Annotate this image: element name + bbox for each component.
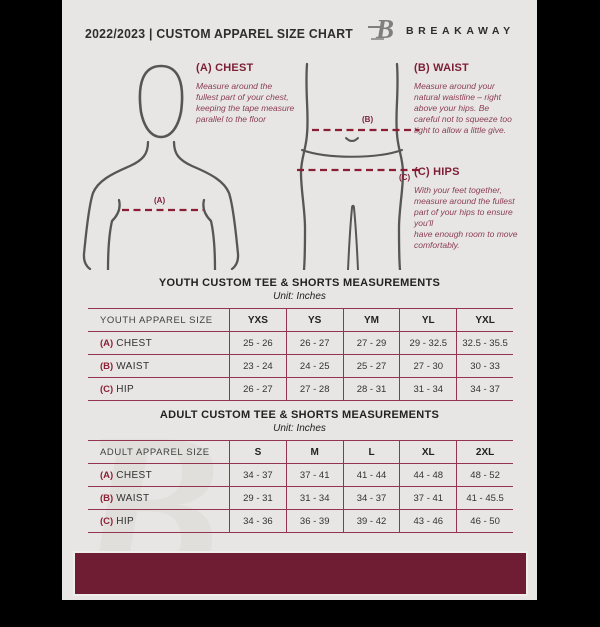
measure-value-cell: 34 - 37 — [342, 486, 400, 509]
measure-value-cell: 26 - 27 — [285, 331, 343, 354]
measure-value-cell: 37 - 41 — [399, 486, 457, 509]
size-col-header: YS — [285, 308, 343, 331]
hips-instruction: (C) HIPS With your feet together, measur… — [414, 166, 522, 251]
logo-letter: B — [376, 14, 395, 44]
measure-value-cell: 29 - 31 — [229, 486, 286, 509]
waist-instruction-heading: (B) WAIST — [414, 62, 469, 74]
waist-instruction: (B) WAIST Measure around your natural wa… — [414, 62, 516, 136]
measure-value-cell: 39 - 42 — [342, 509, 400, 532]
logo-underline — [371, 38, 384, 40]
measure-value-cell: 37 - 41 — [285, 463, 343, 486]
measure-value-cell: 34 - 37 — [229, 463, 286, 486]
measure-value-cell: 27 - 30 — [399, 354, 457, 377]
measure-value-cell: 44 - 48 — [399, 463, 457, 486]
measure-row-label: (C) HIP — [88, 509, 229, 532]
measure-value-cell: 34 - 36 — [229, 509, 286, 532]
measure-value-cell: 43 - 46 — [399, 509, 457, 532]
body-measurement-diagram — [82, 62, 419, 270]
footer-bar — [73, 551, 528, 596]
waist-marker-label: (B) — [362, 115, 374, 124]
size-col-header: YL — [399, 308, 457, 331]
adult-size-table: ADULT APPAREL SIZE S M L XL 2XL (A) CHEST… — [88, 440, 513, 533]
chest-instruction: (A) CHEST Measure around the fullest par… — [196, 62, 296, 125]
size-col-header: YM — [342, 308, 400, 331]
measure-value-cell: 31 - 34 — [285, 486, 343, 509]
youth-table-corner-header: YOUTH APPAREL SIZE — [88, 308, 229, 331]
measure-row-label: (C) HIP — [88, 377, 229, 400]
measure-value-cell: 34 - 37 — [456, 377, 513, 400]
measure-value-cell: 41 - 45.5 — [456, 486, 513, 509]
measure-row-label: (B) WAIST — [88, 354, 229, 377]
youth-size-table: YOUTH APPAREL SIZE YXS YS YM YL YXL (A) C… — [88, 308, 513, 401]
adult-section-title: ADULT CUSTOM TEE & SHORTS MEASUREMENTS — [159, 409, 440, 421]
chest-instruction-text: Measure around the fullest part of your … — [196, 81, 295, 124]
size-col-header: 2XL — [456, 440, 513, 463]
youth-section-title: YOUTH CUSTOM TEE & SHORTS MEASUREMENTS — [158, 277, 441, 289]
hips-instruction-heading: (C) HIPS — [414, 166, 460, 178]
chest-marker-label: (A) — [154, 196, 166, 205]
brand-logo-icon: B — [368, 14, 400, 46]
adult-unit-label: Unit: Inches — [273, 423, 326, 434]
chest-instruction-heading: (A) CHEST — [196, 62, 254, 74]
adult-table-corner-header: ADULT APPAREL SIZE — [88, 440, 229, 463]
size-chart-page: 2022/2023 | CUSTOM APPAREL SIZE CHART B … — [62, 0, 537, 615]
logo-crossbar — [368, 26, 382, 29]
measure-value-cell: 46 - 50 — [456, 509, 513, 532]
measure-value-cell: 23 - 24 — [229, 354, 286, 377]
measure-value-cell: 28 - 31 — [342, 377, 400, 400]
measure-value-cell: 27 - 28 — [285, 377, 343, 400]
measure-value-cell: 31 - 34 — [399, 377, 457, 400]
measure-value-cell: 25 - 26 — [229, 331, 286, 354]
measure-row-label: (A) CHEST — [88, 331, 229, 354]
size-col-header: L — [342, 440, 400, 463]
measure-value-cell: 29 - 32.5 — [399, 331, 457, 354]
measure-value-cell: 27 - 29 — [342, 331, 400, 354]
hips-marker-label: (C) — [399, 173, 411, 182]
hips-instruction-text: With your feet together, measure around … — [414, 185, 518, 250]
measure-value-cell: 26 - 27 — [229, 377, 286, 400]
youth-unit-label: Unit: Inches — [273, 291, 326, 302]
brand-name: BREAKAWAY — [406, 25, 515, 37]
size-col-header: M — [285, 440, 343, 463]
measure-row-label: (B) WAIST — [88, 486, 229, 509]
size-col-header: S — [229, 440, 286, 463]
waist-instruction-text: Measure around your natural waistline – … — [414, 81, 512, 135]
measure-value-cell: 30 - 33 — [456, 354, 513, 377]
size-col-header: XL — [399, 440, 457, 463]
size-col-header: YXS — [229, 308, 286, 331]
measure-row-label: (A) CHEST — [88, 463, 229, 486]
page-title: 2022/2023 | CUSTOM APPAREL SIZE CHART — [85, 26, 354, 41]
measure-value-cell: 48 - 52 — [456, 463, 513, 486]
measure-value-cell: 36 - 39 — [285, 509, 343, 532]
measure-value-cell: 32.5 - 35.5 — [456, 331, 513, 354]
measure-value-cell: 25 - 27 — [342, 354, 400, 377]
measure-value-cell: 41 - 44 — [342, 463, 400, 486]
measure-value-cell: 24 - 25 — [285, 354, 343, 377]
size-col-header: YXL — [456, 308, 513, 331]
